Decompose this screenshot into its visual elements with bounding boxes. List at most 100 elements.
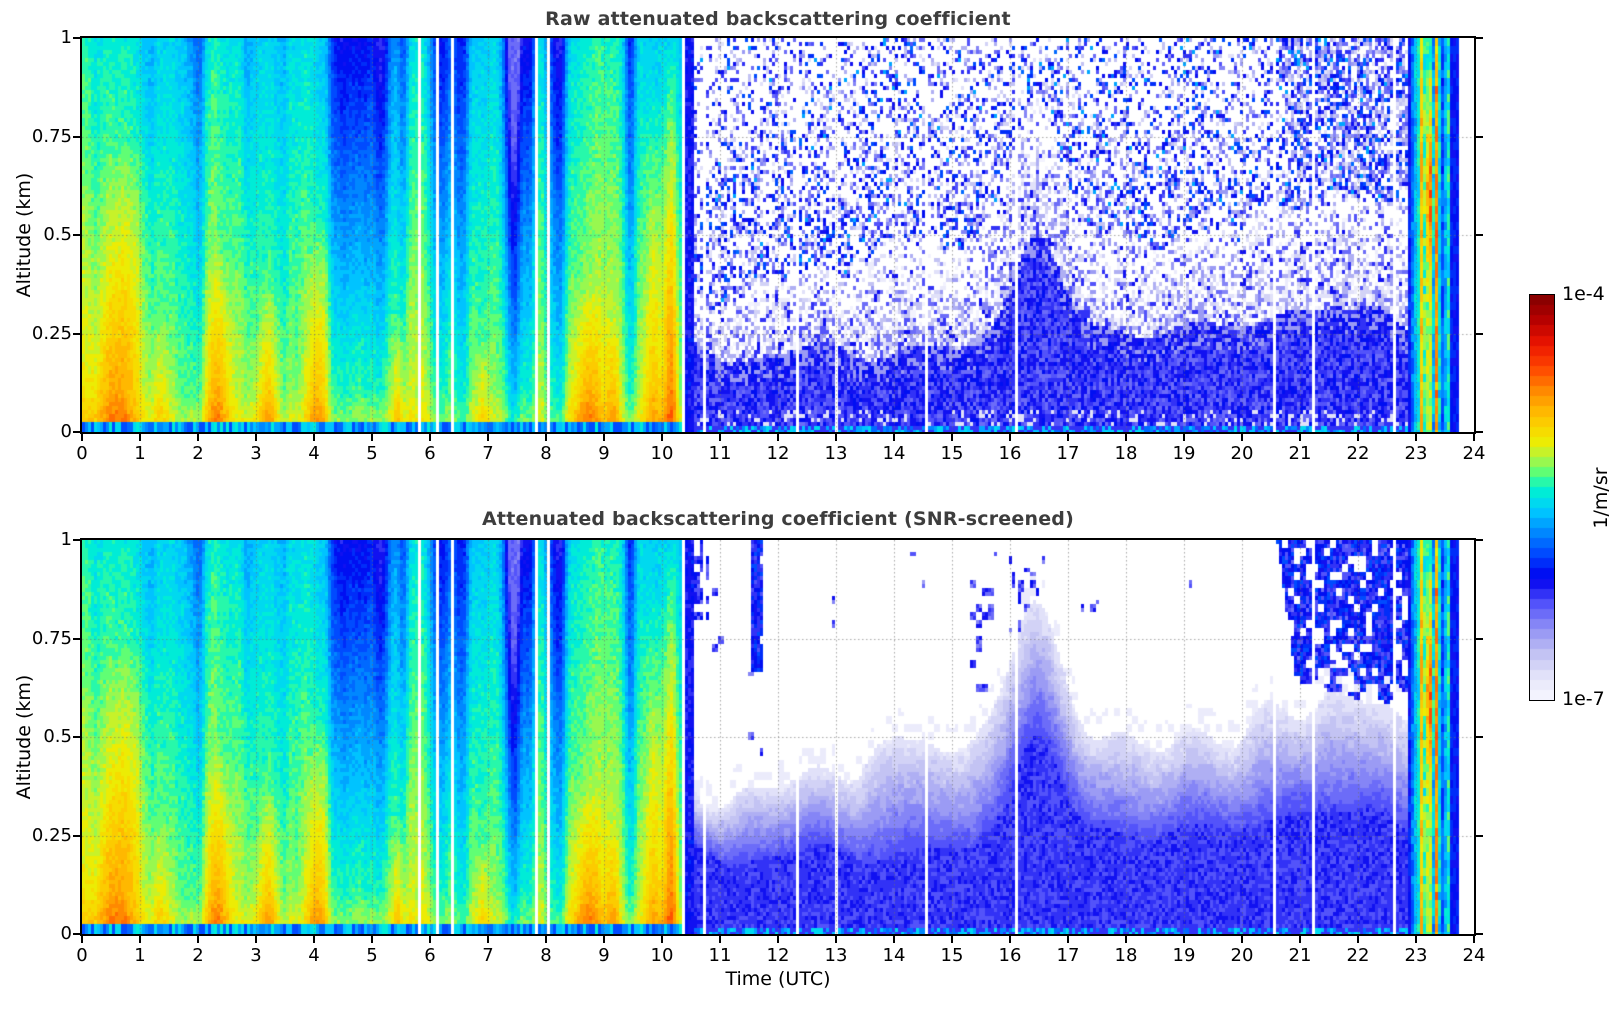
x-tick-label: 7 xyxy=(482,945,494,966)
colorbar-min-label: 1e-7 xyxy=(1562,688,1605,710)
x-tick-mark xyxy=(1125,936,1127,943)
x-tick-mark xyxy=(1009,936,1011,943)
x-tick-mark xyxy=(313,936,315,943)
y-tick-mark xyxy=(1476,539,1483,541)
x-tick-mark xyxy=(429,434,431,441)
x-tick-label: 20 xyxy=(1230,945,1254,966)
y-tick-mark xyxy=(1476,637,1483,640)
x-tick-label: 10 xyxy=(650,443,674,464)
y-tick-mark xyxy=(73,736,80,738)
x-tick-label: 24 xyxy=(1462,945,1486,966)
y-tick-mark xyxy=(73,234,80,236)
x-tick-mark xyxy=(835,936,837,943)
x-tick-mark xyxy=(545,434,547,441)
x-tick-mark xyxy=(719,936,721,943)
y-tick-mark xyxy=(1476,933,1483,935)
x-tick-mark xyxy=(719,434,721,441)
x-tick-mark xyxy=(371,936,373,943)
x-tick-mark xyxy=(81,936,83,943)
x-tick-label: 3 xyxy=(250,945,262,966)
y-tick-mark xyxy=(73,431,80,433)
x-tick-mark xyxy=(487,434,489,441)
x-tick-mark xyxy=(1067,434,1069,441)
x-tick-label: 20 xyxy=(1230,443,1254,464)
x-tick-label: 5 xyxy=(366,945,378,966)
heatmap-panel-screened xyxy=(82,540,1474,934)
x-tick-mark xyxy=(1415,434,1417,441)
x-tick-label: 3 xyxy=(250,443,262,464)
x-tick-label: 2 xyxy=(192,945,204,966)
y-tick-label: 1 xyxy=(60,27,72,48)
x-tick-mark xyxy=(1067,936,1069,943)
x-tick-mark xyxy=(487,936,489,943)
heatmap-canvas-screened xyxy=(82,540,1474,934)
y-tick-mark xyxy=(73,135,80,138)
x-tick-mark xyxy=(777,434,779,441)
x-tick-label: 5 xyxy=(366,443,378,464)
x-tick-label: 15 xyxy=(940,443,964,464)
x-tick-label: 18 xyxy=(1114,945,1138,966)
y-tick-mark xyxy=(1476,834,1483,837)
x-tick-label: 7 xyxy=(482,443,494,464)
x-tick-mark xyxy=(1009,434,1011,441)
x-tick-mark xyxy=(835,434,837,441)
colorbar-unit-label: 1/m/sr xyxy=(1590,467,1612,529)
y-tick-mark xyxy=(73,933,80,935)
colorbar xyxy=(1529,294,1555,701)
x-tick-mark xyxy=(1357,936,1359,943)
x-tick-mark xyxy=(1299,434,1301,441)
x-tick-label: 14 xyxy=(882,443,906,464)
x-tick-label: 10 xyxy=(650,945,674,966)
y-tick-label: 0 xyxy=(60,421,72,442)
x-tick-mark xyxy=(1241,936,1243,943)
x-tick-label: 0 xyxy=(76,945,88,966)
y-tick-label: 0.5 xyxy=(43,726,72,747)
y-tick-label: 1 xyxy=(60,529,72,550)
x-tick-label: 13 xyxy=(824,945,848,966)
x-tick-mark xyxy=(661,434,663,441)
x-tick-label: 13 xyxy=(824,443,848,464)
panel-title-raw: Raw attenuated backscattering coefficien… xyxy=(545,8,1011,30)
y-tick-mark xyxy=(1476,234,1483,236)
x-tick-mark xyxy=(603,434,605,441)
x-tick-label: 0 xyxy=(76,443,88,464)
x-tick-label: 19 xyxy=(1172,945,1196,966)
x-tick-label: 23 xyxy=(1404,443,1428,464)
x-tick-mark xyxy=(371,434,373,441)
x-tick-mark xyxy=(951,434,953,441)
x-tick-label: 22 xyxy=(1346,945,1370,966)
y-tick-mark xyxy=(1476,736,1483,738)
x-tick-mark xyxy=(893,434,895,441)
x-tick-mark xyxy=(139,434,141,441)
x-tick-label: 9 xyxy=(598,945,610,966)
x-tick-label: 8 xyxy=(540,945,552,966)
x-tick-mark xyxy=(1183,936,1185,943)
y-tick-label: 0.25 xyxy=(31,824,72,846)
colorbar-max-label: 1e-4 xyxy=(1562,283,1605,305)
y-tick-mark xyxy=(73,834,80,837)
x-tick-mark xyxy=(197,936,199,943)
x-tick-label: 11 xyxy=(708,443,732,464)
heatmap-canvas-raw xyxy=(82,38,1474,432)
y-tick-label: 0.75 xyxy=(31,125,72,147)
x-tick-label: 24 xyxy=(1462,443,1486,464)
x-axis-label: Time (UTC) xyxy=(725,968,831,990)
x-tick-label: 16 xyxy=(998,443,1022,464)
x-tick-mark xyxy=(1183,434,1185,441)
colorbar-gradient xyxy=(1530,295,1554,700)
x-tick-mark xyxy=(1125,434,1127,441)
x-tick-label: 6 xyxy=(424,945,436,966)
x-tick-mark xyxy=(429,936,431,943)
x-tick-label: 16 xyxy=(998,945,1022,966)
x-tick-label: 1 xyxy=(134,945,146,966)
x-tick-label: 4 xyxy=(308,945,320,966)
x-tick-mark xyxy=(603,936,605,943)
y-tick-mark xyxy=(1476,135,1483,138)
x-tick-label: 6 xyxy=(424,443,436,464)
x-tick-mark xyxy=(1473,434,1475,441)
x-tick-label: 12 xyxy=(766,945,790,966)
x-tick-label: 4 xyxy=(308,443,320,464)
x-tick-mark xyxy=(661,936,663,943)
x-tick-label: 8 xyxy=(540,443,552,464)
